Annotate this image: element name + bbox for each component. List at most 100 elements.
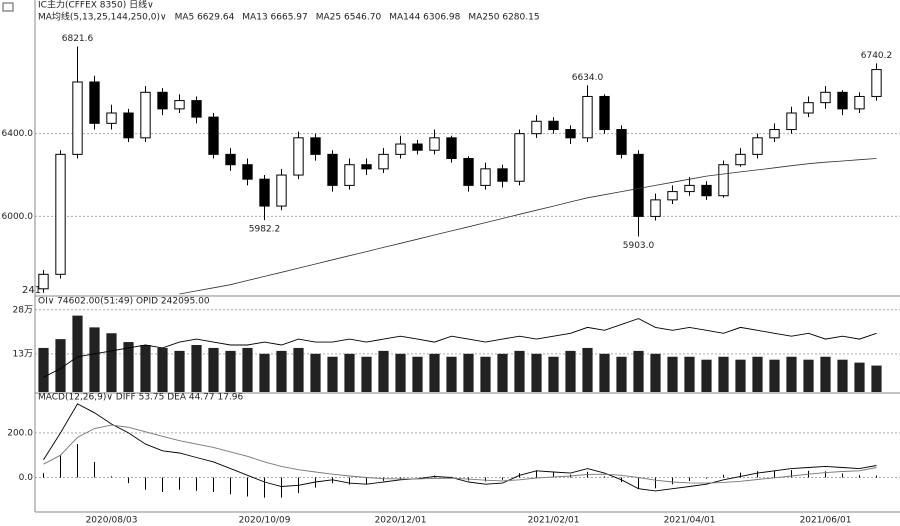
- volume-bar: [803, 359, 814, 392]
- volume-bar: [565, 350, 576, 392]
- legend-label: MA5 6629.64: [175, 13, 235, 23]
- x-tick-label: 2021/04/01: [664, 516, 716, 526]
- candle-body: [276, 174, 287, 207]
- volume-bar: [72, 315, 83, 392]
- candle-body: [548, 120, 559, 131]
- volume-bar: [259, 353, 270, 392]
- volume-bar: [446, 356, 457, 392]
- volume-bar: [429, 353, 440, 392]
- candle-body: [89, 81, 100, 124]
- candle-body: [616, 129, 627, 155]
- legend-label: MA25 6546.70: [316, 13, 382, 23]
- candle-body: [752, 137, 763, 155]
- y-tick-label: 0.0: [19, 473, 34, 483]
- ma-line: [179, 158, 877, 295]
- volume-bar: [599, 353, 610, 392]
- volume-bar: [701, 359, 712, 392]
- legend-label: MA均线(5,13,25,144,250,0)∨: [38, 11, 167, 23]
- volume-bar: [684, 356, 695, 392]
- candle-body: [650, 199, 661, 217]
- candle-body: [429, 137, 440, 151]
- candle-body: [395, 143, 406, 155]
- candle-body: [854, 95, 865, 110]
- low-label: 5903.0: [623, 241, 655, 251]
- candle-body: [191, 100, 202, 118]
- candle-body: [480, 168, 491, 186]
- candle-body: [361, 164, 372, 170]
- candle-body: [633, 153, 644, 217]
- candle-body: [123, 112, 134, 139]
- y-tick-label: 28万: [13, 305, 33, 315]
- volume-bar: [55, 339, 66, 392]
- volume-bar: [327, 356, 338, 392]
- annotation: 241: [22, 285, 41, 296]
- candle-body: [327, 153, 338, 186]
- candle-body: [463, 158, 474, 186]
- volume-bar: [293, 347, 304, 392]
- volume-bar: [191, 345, 202, 392]
- volume-bar: [361, 356, 372, 392]
- candle-body: [837, 91, 848, 110]
- series-line: [43, 318, 877, 378]
- volume-bar: [718, 356, 729, 392]
- x-tick-label: 2020/12/01: [375, 516, 427, 526]
- legend-label: MA144 6306.98: [389, 13, 460, 23]
- volume-bar: [769, 359, 780, 392]
- volume-bar: [616, 356, 627, 392]
- volume-bar: [310, 353, 321, 392]
- window-icon: [2, 2, 14, 12]
- volume-bar: [174, 350, 185, 392]
- candle-body: [38, 273, 49, 290]
- volume-bar: [38, 347, 49, 392]
- volume-bar: [208, 347, 219, 392]
- series-line: [43, 403, 877, 492]
- candle-body: [565, 129, 576, 139]
- candle-body: [599, 95, 610, 131]
- candle-body: [803, 102, 814, 114]
- volume-bar: [582, 347, 593, 392]
- x-tick-label: 2020/10/09: [239, 516, 291, 526]
- volume-bar: [395, 353, 406, 392]
- volume-bar: [871, 365, 882, 392]
- candle-body: [514, 133, 525, 182]
- volume-bar: [633, 350, 644, 392]
- x-tick-label: 2021/06/01: [800, 516, 852, 526]
- x-tick-label: 2021/02/01: [528, 516, 580, 526]
- candle-body: [412, 143, 423, 151]
- candle-body: [667, 191, 678, 201]
- volume-bar: [752, 356, 763, 392]
- volume-bar: [89, 327, 100, 392]
- candle-body: [684, 184, 695, 193]
- candle-body: [55, 153, 66, 275]
- candle-body: [140, 91, 151, 139]
- candle-body: [242, 164, 253, 180]
- volume-bar: [276, 350, 287, 392]
- candle-body: [157, 91, 168, 110]
- volume-bar: [225, 350, 236, 392]
- candle-body: [701, 184, 712, 197]
- y-tick-label: 6400.0: [2, 129, 34, 139]
- candle-body: [735, 153, 746, 166]
- candle-body: [344, 164, 355, 186]
- candle-body: [786, 112, 797, 131]
- y-tick-label: 13万: [13, 349, 33, 359]
- candle-body: [820, 91, 831, 104]
- candle-body: [769, 129, 780, 139]
- panel-title: OI∨ 74602.00(51:49) OPID 242095.00: [38, 297, 210, 307]
- volume-bar: [514, 350, 525, 392]
- candle-body: [871, 69, 882, 97]
- volume-bar: [497, 353, 508, 392]
- candle-body: [531, 120, 542, 135]
- series-line: [43, 424, 877, 484]
- volume-bar: [735, 359, 746, 392]
- volume-bar: [344, 353, 355, 392]
- candle-body: [225, 153, 236, 166]
- candle-body: [174, 100, 185, 110]
- y-tick-label: 6000.0: [2, 212, 34, 222]
- candle-body: [497, 168, 508, 182]
- volume-bar: [412, 356, 423, 392]
- volume-bar: [548, 356, 559, 392]
- volume-bar: [157, 347, 168, 392]
